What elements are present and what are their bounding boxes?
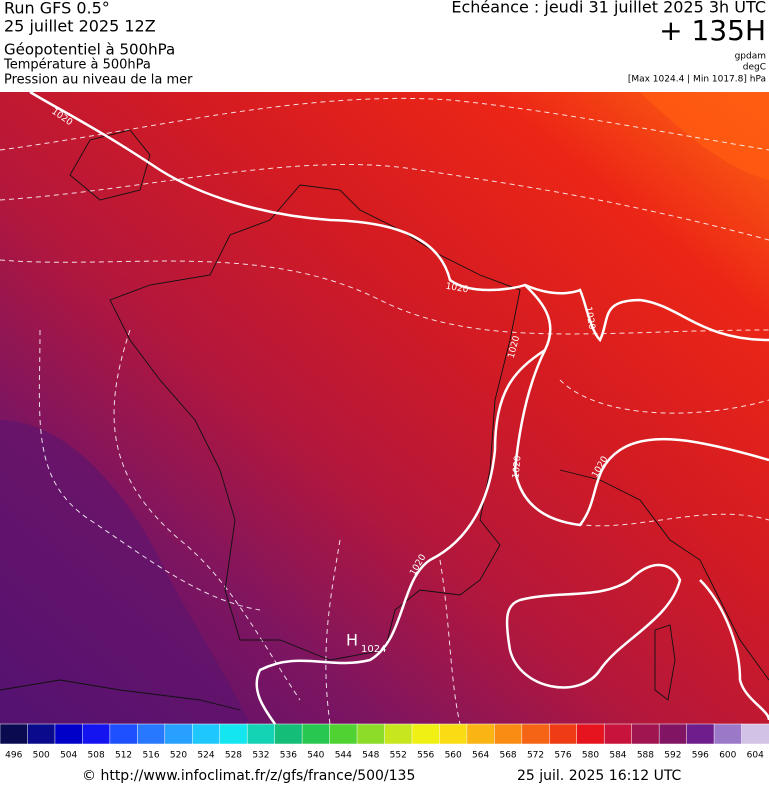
footer: © http://www.infoclimat.fr/z/gfs/france/…	[82, 768, 682, 784]
colorbar-label: 596	[692, 751, 709, 761]
colorbar-label: 584	[609, 751, 626, 761]
colorbar-label: 512	[115, 751, 132, 761]
color-swatch	[741, 723, 769, 745]
color-swatch	[494, 723, 523, 745]
cold-pool	[0, 420, 250, 724]
coastlines	[0, 129, 769, 711]
lead-time: + 135H	[659, 14, 766, 47]
colorbar-label: 576	[554, 751, 571, 761]
color-swatch	[274, 723, 303, 745]
color-swatch	[603, 723, 633, 745]
isobar-label: 1020	[583, 306, 597, 331]
pressure-range: [Max 1024.4 | Min 1017.8] hPa	[628, 75, 766, 85]
color-swatch	[219, 723, 248, 745]
colorbar-label: 572	[527, 751, 544, 761]
colorbar-label: 580	[582, 751, 599, 761]
color-swatch	[54, 723, 84, 745]
color-swatch	[411, 723, 441, 745]
color-swatch	[466, 723, 496, 745]
color-swatch	[549, 723, 578, 745]
timestamp: 25 juil. 2025 16:12 UTC	[517, 768, 682, 784]
echeance: Echéance : jeudi 31 juillet 2025 3h UTC	[451, 0, 766, 17]
colorbar-label: 520	[170, 751, 187, 761]
high-letter: H	[346, 631, 358, 650]
unit: gpdam	[735, 52, 766, 62]
colorbar-label: 504	[60, 751, 77, 761]
colorbar-label: 560	[445, 751, 462, 761]
colorbar-label: 552	[390, 751, 407, 761]
isobars	[29, 92, 769, 724]
colorbar-label: 500	[33, 751, 50, 761]
unit: degC	[743, 63, 766, 73]
colorbar-label: 532	[252, 751, 269, 761]
color-swatch	[713, 723, 743, 745]
color-swatch	[576, 723, 605, 745]
warm-pool	[640, 92, 769, 180]
geopotential-lines	[0, 97, 769, 724]
run-date: 25 juillet 2025 12Z	[4, 17, 156, 36]
color-swatch	[301, 723, 331, 745]
colorbar-label: 592	[664, 751, 681, 761]
color-swatch	[686, 723, 715, 745]
isobar-label: 1020	[445, 282, 470, 296]
color-swatch	[27, 723, 56, 745]
colorbar-label: 524	[197, 751, 214, 761]
color-swatch	[658, 723, 688, 745]
layer: Géopotentiel à 500hPa	[4, 41, 175, 59]
color-swatch	[521, 723, 551, 745]
colorbar-label: 564	[472, 751, 489, 761]
color-swatch	[109, 723, 139, 745]
color-swatch	[384, 723, 413, 745]
colorbar-label: 588	[637, 751, 654, 761]
colorbar-label: 508	[88, 751, 105, 761]
color-swatch	[82, 723, 111, 745]
color-swatch	[246, 723, 276, 745]
header: Run GFS 0.5° 25 juillet 2025 12Z Géopote…	[3, 0, 766, 88]
color-swatch	[631, 723, 660, 745]
colorbar-label: 604	[747, 751, 764, 761]
colorbar-label: 536	[280, 751, 297, 761]
high-value: 1024	[361, 644, 386, 655]
colorbar-label: 600	[719, 751, 736, 761]
run: Run GFS 0.5°	[4, 0, 110, 18]
layer: Température à 500hPa	[3, 58, 151, 73]
colorbar: 496 500 504 508 512 516 520 524 528 532 536 540 544 5…	[0, 723, 769, 761]
layer: Pression au niveau de la mer	[4, 73, 193, 88]
isobar-label: 1020	[512, 455, 524, 479]
colorbar-label: 544	[335, 751, 352, 761]
color-swatch	[439, 723, 468, 745]
color-swatch	[356, 723, 386, 745]
colorbar-label: 568	[499, 751, 516, 761]
color-swatch	[164, 723, 194, 745]
colorbar-label: 548	[362, 751, 379, 761]
colorbar-label: 496	[5, 751, 22, 761]
color-swatch	[0, 723, 29, 745]
colorbar-label: 516	[142, 751, 159, 761]
color-swatch	[329, 723, 358, 745]
colorbar-label: 528	[225, 751, 242, 761]
colorbar-label: 540	[307, 751, 324, 761]
color-swatch	[192, 723, 221, 745]
source-url: © http://www.infoclimat.fr/z/gfs/france/…	[82, 768, 415, 784]
color-swatch	[137, 723, 166, 745]
colorbar-label: 556	[417, 751, 434, 761]
